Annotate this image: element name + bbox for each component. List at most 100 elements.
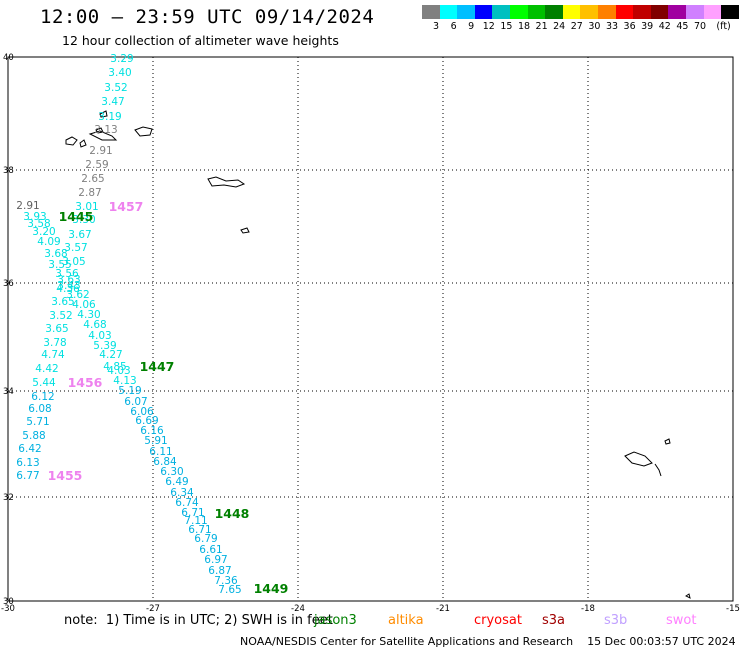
wave-height-label: 6.16 (140, 425, 164, 437)
coastline-path (685, 593, 691, 599)
lat-tick-label: 38 (3, 166, 14, 176)
legend-label: 33 (605, 21, 619, 32)
wave-height-label: 2.87 (78, 187, 101, 199)
legend-swatch (439, 5, 458, 19)
lat-tick-label: 34 (3, 387, 14, 397)
coastline (65, 110, 691, 599)
lon-tick-label: -15 (726, 604, 740, 614)
wave-height-label: 6.84 (153, 456, 177, 468)
lat-tick-label: 30 (3, 597, 14, 607)
wave-height-label: 6.30 (160, 466, 183, 478)
wave-height-label: 6.71 (188, 524, 211, 536)
wave-height-label: 2.65 (81, 173, 104, 185)
wave-height-label: 4.09 (37, 236, 60, 248)
wave-height-label: 3.20 (32, 226, 55, 238)
wave-height-label: 6.97 (204, 554, 227, 566)
coastline-path (207, 176, 246, 188)
legend-label: 36 (623, 21, 636, 32)
wave-height-label: 3.52 (49, 310, 72, 322)
legend-label: 27 (570, 21, 583, 32)
wave-height-label: 6.12 (31, 391, 54, 403)
coastline-path (99, 110, 108, 118)
wave-height-label: 3.56 (55, 268, 79, 280)
satellite-name-jason3: jason3 (314, 613, 357, 628)
pass-time-label: 1455 (48, 468, 83, 483)
legend-label: 21 (535, 21, 548, 32)
wave-height-label: 3.63 (57, 274, 80, 286)
wave-height-label: 5.44 (32, 377, 56, 389)
color-scale-legend (422, 5, 739, 19)
legend-swatch (474, 5, 493, 19)
wave-height-label: 4.06 (72, 299, 96, 311)
wave-height-label: 3.78 (43, 337, 66, 349)
wave-height-label: 3.67 (68, 229, 91, 241)
wave-height-label: 6.06 (130, 406, 154, 418)
legend-label: 42 (658, 21, 671, 32)
pass-time-label: 1449 (254, 581, 289, 596)
legend-swatch (562, 5, 581, 19)
wave-height-label: 3.47 (101, 96, 124, 108)
wave-height-label: 3.19 (98, 111, 121, 123)
legend-swatch (650, 5, 669, 19)
pass-time-label: 1457 (109, 199, 144, 214)
legend-label: 9 (468, 21, 475, 32)
lon-tick-label: -18 (581, 604, 595, 614)
legend-label: 15 (500, 21, 513, 32)
wave-height-label: 3.65 (45, 323, 68, 335)
lon-tick-label: -30 (1, 604, 15, 614)
legend-swatch (509, 5, 528, 19)
legend-label: 3 (432, 21, 440, 32)
wave-height-label: 7.65 (218, 584, 241, 596)
legend-swatch (422, 5, 440, 19)
wave-height-label: 3.62 (66, 289, 89, 301)
wave-height-label: 6.34 (170, 487, 194, 499)
wave-height-label: 3.40 (108, 67, 131, 79)
legend-label: 39 (641, 21, 654, 32)
coastline-path (624, 451, 653, 467)
wave-height-label: 5.19 (118, 385, 141, 397)
legend-swatch (703, 5, 722, 19)
map-subtitle: 12 hour collection of altimeter wave hei… (62, 33, 339, 48)
coastline-path (664, 438, 671, 445)
legend-swatch (721, 5, 739, 19)
legend-swatch (457, 5, 475, 19)
wave-height-label: 3.43 (57, 280, 80, 292)
coastline-path (88, 130, 118, 141)
map-footer: NOAA/NESDIS Center for Satellite Applica… (240, 635, 736, 648)
wave-height-label: 6.74 (175, 497, 199, 509)
wave-height-label: 3.58 (27, 218, 50, 230)
wave-height-label: 3.05 (62, 256, 85, 268)
legend-label: 30 (588, 21, 601, 32)
legend-swatch (580, 5, 598, 19)
legend-swatch (615, 5, 634, 19)
map-title: 12:00 – 23:59 UTC 09/14/2024 (40, 6, 375, 28)
wave-height-label: 4.42 (35, 363, 58, 375)
wave-height-label: 6.49 (165, 476, 188, 488)
wave-height-label: 2.91 (89, 145, 112, 157)
wave-height-label: 6.71 (181, 507, 204, 519)
wave-height-label: 5.91 (144, 435, 167, 447)
wave-height-label: 5.39 (93, 340, 116, 352)
coastline-path (654, 463, 662, 477)
wave-height-label: 3.52 (104, 82, 127, 94)
wave-height-label: 3.30 (72, 214, 95, 226)
coastline-path (134, 126, 153, 137)
wave-height-label: 4.27 (99, 349, 122, 361)
wave-height-label: 4.13 (113, 375, 136, 387)
wave-height-label: 3.57 (64, 242, 87, 254)
wave-height-label: 4.03 (107, 365, 130, 377)
wave-height-label: 4.30 (77, 309, 100, 321)
map-note: note: 1) Time is in UTC; 2) SWH is in fe… (64, 613, 333, 628)
wave-height-label: 6.69 (135, 415, 158, 427)
wave-height-label: 6.11 (149, 446, 172, 458)
wave-height-label: 6.07 (124, 396, 147, 408)
legend-label: 18 (517, 21, 531, 32)
pass-time-labels: 1445 1457 1447 1456 1455 1448 1449 (48, 199, 289, 596)
satellite-name-altika: altika (388, 613, 424, 628)
pass-time-label: 1445 (59, 209, 94, 224)
legend-label: 70 (693, 21, 707, 32)
pass-time-label: 1447 (140, 359, 175, 374)
map-axes: -30 -27 -24 -21 -18 -15 40 38 36 34 32 30 (1, 53, 740, 614)
lon-tick-label: -24 (291, 604, 305, 614)
